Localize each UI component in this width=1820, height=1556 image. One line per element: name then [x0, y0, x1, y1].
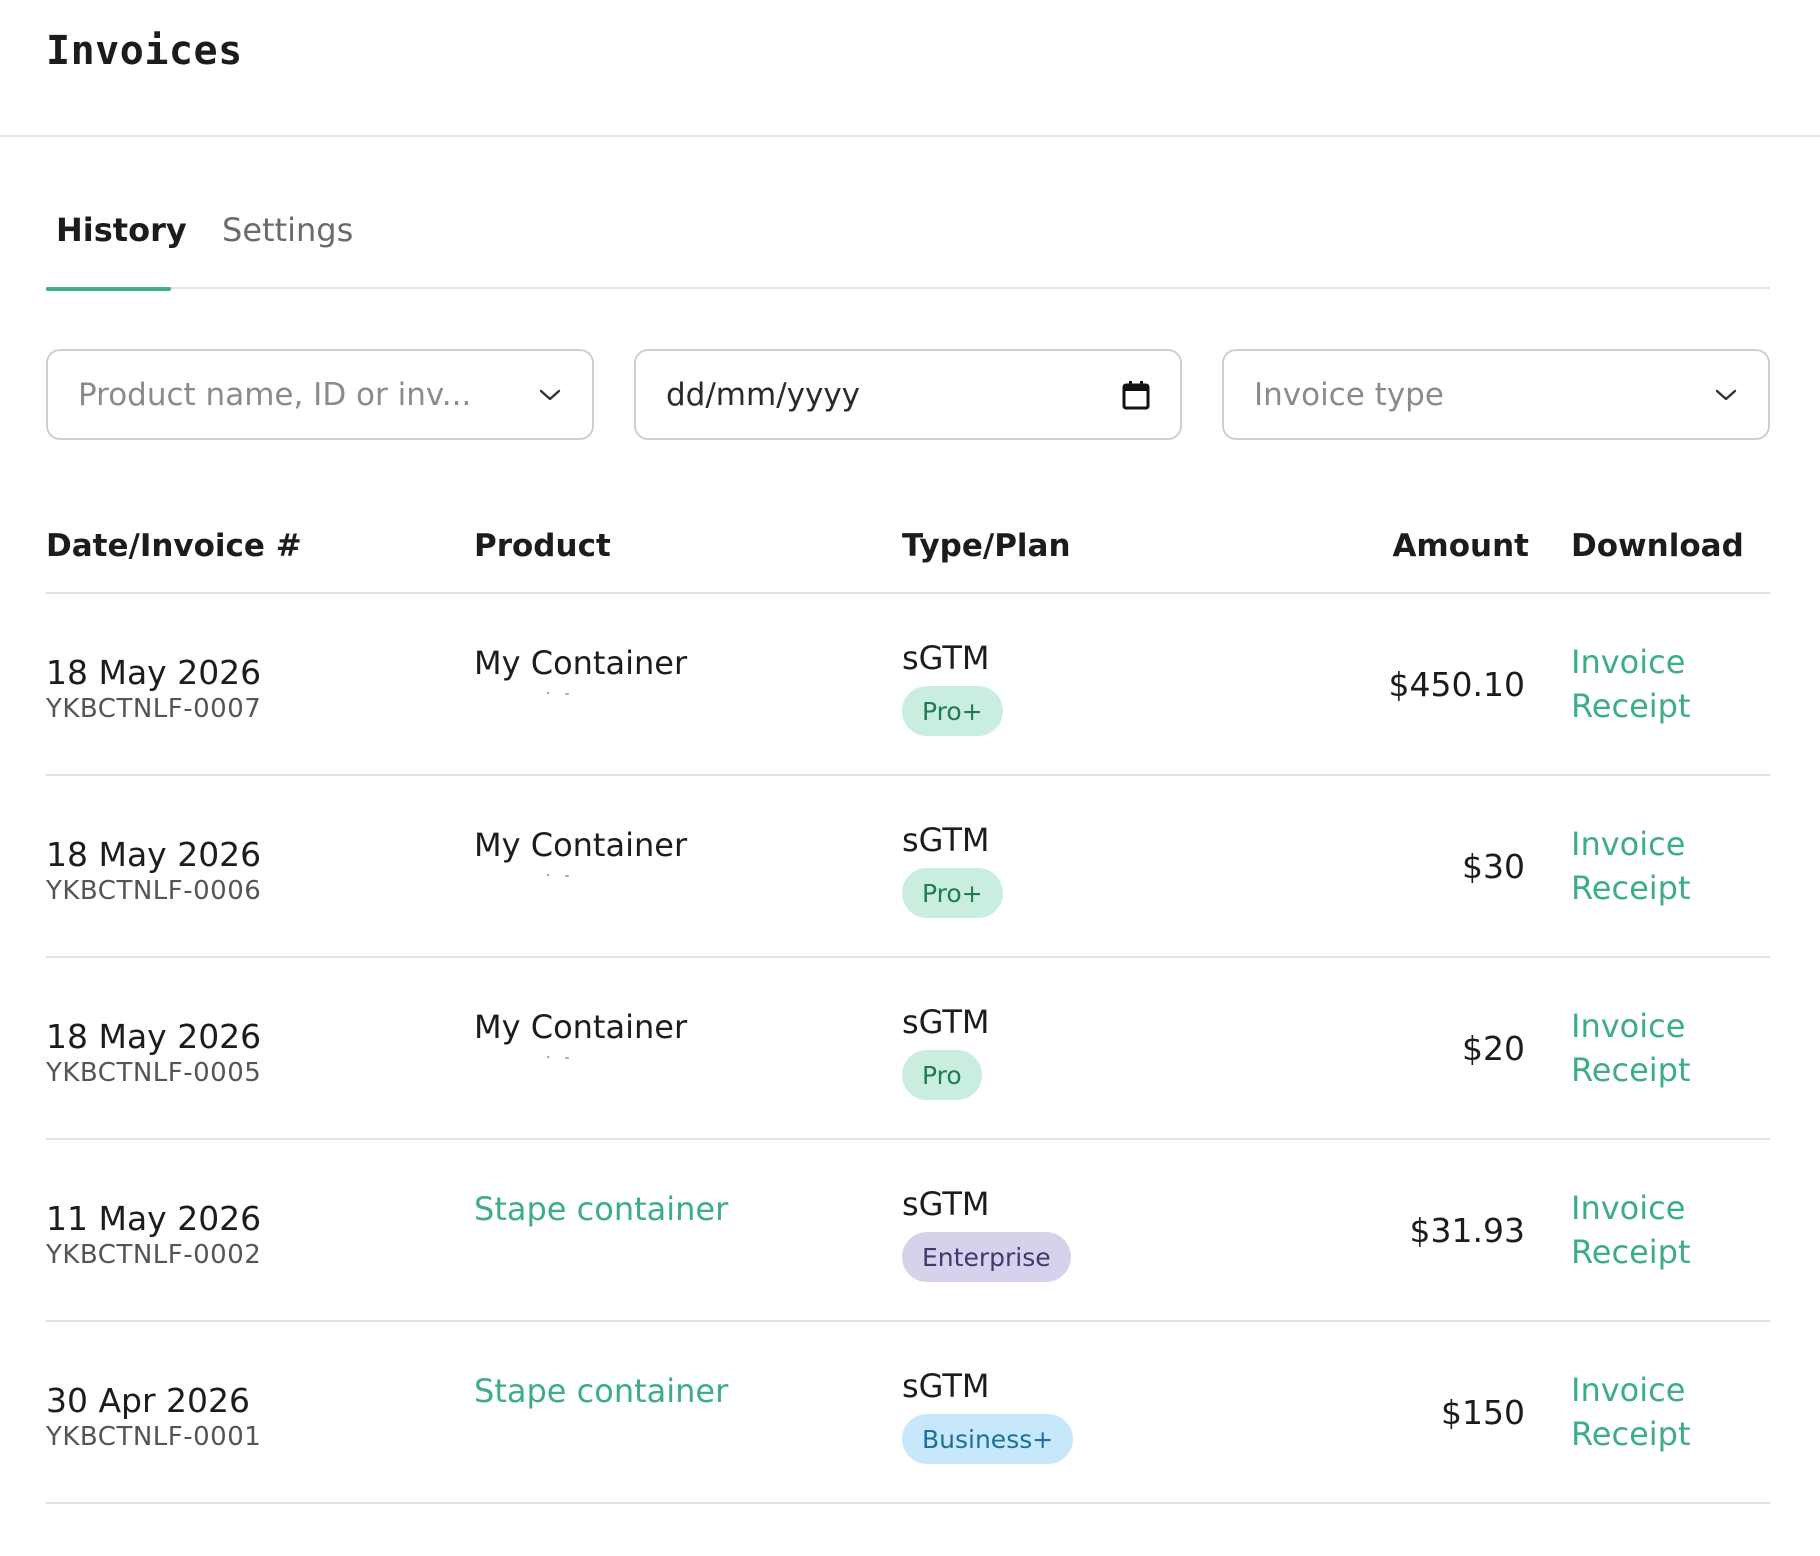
row-type: sGTM	[902, 639, 990, 677]
product-search-select[interactable]: Product name, ID or inv...	[46, 349, 594, 440]
row-invoice-number: YKBCTNLF-0005	[46, 1058, 262, 1088]
row-product-id-redacted: ·-	[546, 1050, 584, 1066]
download-receipt-link[interactable]: Receipt	[1571, 1233, 1691, 1271]
page-header: Invoices	[0, 0, 1820, 137]
download-invoice-link[interactable]: Invoice	[1571, 825, 1686, 863]
header-divider	[46, 592, 1770, 594]
table-row: 18 May 2026 YKBCTNLF-0005 My Container ·…	[46, 958, 1770, 1140]
invoice-type-select[interactable]: Invoice type	[1222, 349, 1770, 440]
plan-badge: Pro+	[902, 686, 1003, 736]
column-header-download: Download	[1571, 528, 1744, 564]
row-date: 11 May 2026	[46, 1199, 262, 1238]
row-invoice-number: YKBCTNLF-0006	[46, 876, 262, 906]
row-date: 18 May 2026	[46, 653, 262, 692]
chevron-down-icon	[1715, 389, 1737, 400]
row-product: My Container	[474, 826, 688, 864]
calendar-icon[interactable]	[1122, 380, 1150, 410]
table-row: 18 May 2026 YKBCTNLF-0007 My Container ·…	[46, 594, 1770, 776]
column-header-date: Date/Invoice #	[46, 528, 302, 564]
row-amount: $450.10	[1388, 665, 1525, 704]
row-type: sGTM	[902, 1003, 990, 1041]
download-invoice-link[interactable]: Invoice	[1571, 1371, 1686, 1409]
row-amount: $30	[1462, 847, 1525, 886]
download-receipt-link[interactable]: Receipt	[1571, 687, 1691, 725]
row-invoice-number: YKBCTNLF-0001	[46, 1422, 262, 1452]
row-invoice-number: YKBCTNLF-0002	[46, 1240, 262, 1270]
column-header-type-plan: Type/Plan	[902, 528, 1071, 564]
row-product-id-redacted: ·-	[546, 686, 584, 702]
row-date: 18 May 2026	[46, 1017, 262, 1056]
column-header-product: Product	[474, 528, 611, 564]
row-product-id-redacted: ·-	[546, 868, 584, 884]
plan-badge: Enterprise	[902, 1232, 1071, 1282]
tab-history[interactable]: History	[46, 205, 187, 291]
row-product: My Container	[474, 1008, 688, 1046]
plan-badge: Business+	[902, 1414, 1074, 1464]
table-row: 18 May 2026 YKBCTNLF-0006 My Container ·…	[46, 776, 1770, 958]
row-amount: $150	[1441, 1393, 1525, 1432]
product-search-placeholder: Product name, ID or inv...	[78, 376, 472, 413]
row-type: sGTM	[902, 821, 990, 859]
download-receipt-link[interactable]: Receipt	[1571, 869, 1691, 907]
date-input[interactable]: dd/mm/yyyy	[634, 349, 1182, 440]
download-invoice-link[interactable]: Invoice	[1571, 643, 1686, 681]
invoice-type-placeholder: Invoice type	[1254, 376, 1444, 413]
row-amount: $31.93	[1409, 1211, 1525, 1250]
plan-badge: Pro+	[902, 868, 1003, 918]
row-date: 30 Apr 2026	[46, 1381, 251, 1420]
row-amount: $20	[1462, 1029, 1525, 1068]
chevron-down-icon	[539, 389, 561, 400]
row-product-link[interactable]: Stape container	[474, 1190, 729, 1228]
plan-badge: Pro	[902, 1050, 982, 1100]
row-product-link[interactable]: Stape container	[474, 1372, 729, 1410]
date-input-value: dd/mm/yyyy	[666, 376, 861, 413]
table-row: 11 May 2026 YKBCTNLF-0002 Stape containe…	[46, 1140, 1770, 1322]
row-product: My Container	[474, 644, 688, 682]
row-invoice-number: YKBCTNLF-0007	[46, 694, 262, 724]
download-receipt-link[interactable]: Receipt	[1571, 1051, 1691, 1089]
row-type: sGTM	[902, 1185, 990, 1223]
column-header-amount: Amount	[1392, 528, 1529, 564]
row-type: sGTM	[902, 1367, 990, 1405]
tab-settings[interactable]: Settings	[222, 211, 354, 249]
download-invoice-link[interactable]: Invoice	[1571, 1007, 1686, 1045]
tab-bar: History Settings	[46, 205, 1770, 291]
download-receipt-link[interactable]: Receipt	[1571, 1415, 1691, 1453]
page-title: Invoices	[46, 28, 243, 74]
download-invoice-link[interactable]: Invoice	[1571, 1189, 1686, 1227]
table-row: 30 Apr 2026 YKBCTNLF-0001 Stape containe…	[46, 1322, 1770, 1504]
row-date: 18 May 2026	[46, 835, 262, 874]
